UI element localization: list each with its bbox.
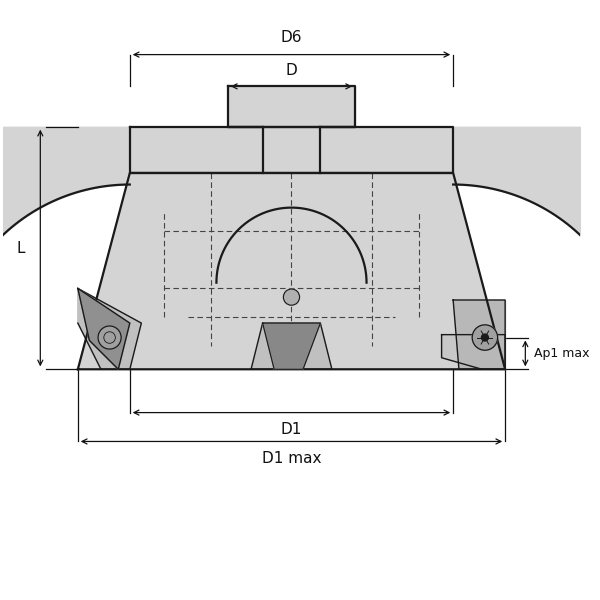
Polygon shape	[130, 127, 453, 173]
Circle shape	[98, 326, 121, 349]
Text: D1 max: D1 max	[262, 451, 321, 466]
Text: L: L	[16, 241, 25, 256]
Polygon shape	[228, 86, 355, 127]
Polygon shape	[442, 335, 505, 369]
Polygon shape	[263, 323, 320, 369]
Text: D: D	[286, 62, 298, 77]
Polygon shape	[78, 289, 130, 369]
Polygon shape	[78, 173, 505, 369]
Polygon shape	[251, 323, 332, 369]
Polygon shape	[453, 300, 505, 369]
Text: D1: D1	[281, 422, 302, 437]
Circle shape	[481, 334, 488, 341]
Text: Ap1 max: Ap1 max	[534, 347, 589, 359]
Circle shape	[283, 289, 299, 305]
Circle shape	[472, 325, 497, 350]
Polygon shape	[78, 289, 142, 369]
Text: D6: D6	[281, 30, 302, 45]
